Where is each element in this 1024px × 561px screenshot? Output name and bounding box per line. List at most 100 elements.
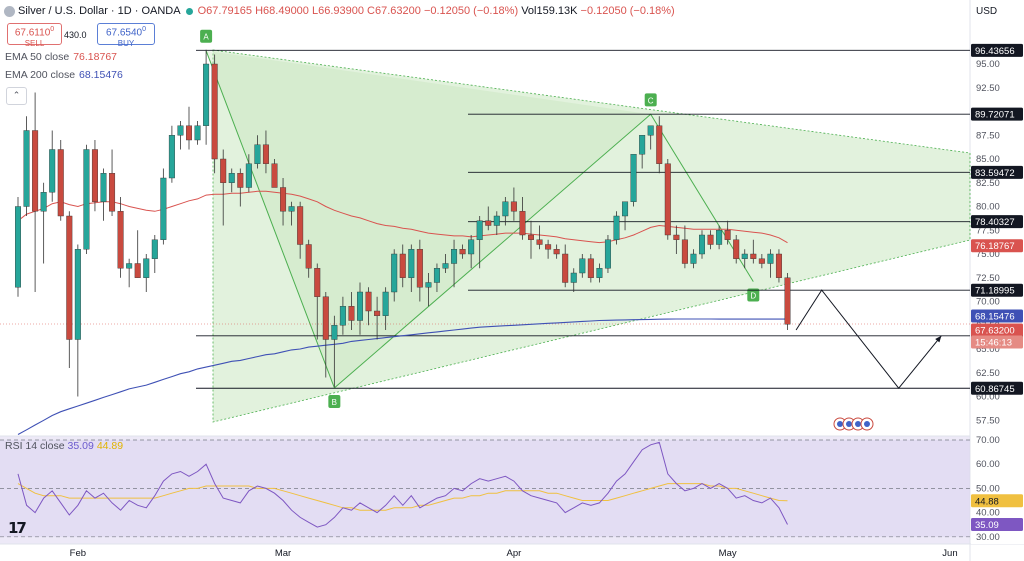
- candle-body-43[interactable]: [382, 291, 389, 316]
- candle-body-67[interactable]: [587, 258, 594, 278]
- candle-body-3[interactable]: [40, 192, 47, 212]
- candle-body-36[interactable]: [322, 296, 329, 340]
- candle-body-71[interactable]: [622, 201, 629, 217]
- candle-body-23[interactable]: [211, 63, 218, 160]
- candle-body-76[interactable]: [664, 163, 671, 236]
- level-label-0-bg[interactable]: [971, 43, 1023, 57]
- candle-body-79[interactable]: [690, 253, 697, 264]
- candle-body-9[interactable]: [91, 149, 98, 202]
- candle-body-57[interactable]: [502, 201, 509, 217]
- candle-body-35[interactable]: [314, 268, 321, 297]
- candle-body-56[interactable]: [493, 215, 500, 226]
- candle-body-6[interactable]: [66, 215, 73, 340]
- candle-body-54[interactable]: [476, 220, 483, 240]
- candle-body-45[interactable]: [399, 253, 406, 278]
- candle-body-27[interactable]: [245, 163, 252, 188]
- candle-body-65[interactable]: [570, 272, 577, 283]
- candle-body-13[interactable]: [126, 263, 133, 269]
- candle-body-30[interactable]: [271, 163, 278, 188]
- sell-button[interactable]: 67.61100 SELL: [7, 23, 62, 48]
- candle-body-0[interactable]: [14, 206, 21, 288]
- candle-body-73[interactable]: [639, 135, 646, 155]
- candle-body-19[interactable]: [177, 125, 184, 136]
- candle-body-59[interactable]: [519, 211, 526, 236]
- candle-body-21[interactable]: [194, 125, 201, 141]
- candle-body-83[interactable]: [724, 230, 731, 240]
- rsi-legend[interactable]: RSI 14 close 35.09 44.89: [5, 440, 124, 452]
- candle-body-47[interactable]: [416, 249, 423, 288]
- candle-body-28[interactable]: [254, 144, 261, 164]
- candle-body-64[interactable]: [562, 253, 569, 283]
- horizontal-levels[interactable]: [0, 49, 970, 389]
- candle-body-84[interactable]: [733, 239, 740, 259]
- candle-body-58[interactable]: [510, 201, 517, 212]
- candle-body-48[interactable]: [425, 282, 432, 288]
- candle-body-85[interactable]: [741, 253, 748, 259]
- candle-body-37[interactable]: [331, 325, 338, 340]
- candle-body-39[interactable]: [348, 306, 355, 321]
- pattern-point-box-c[interactable]: [644, 93, 657, 107]
- candle-body-66[interactable]: [579, 258, 586, 274]
- time-axis[interactable]: Feb Mar Apr May Jun: [70, 548, 958, 559]
- current-price-label-bg[interactable]: [971, 323, 1023, 337]
- candle-body-75[interactable]: [656, 125, 663, 164]
- candle-body-40[interactable]: [357, 291, 364, 321]
- price-projection[interactable]: [795, 289, 942, 390]
- candle-body-38[interactable]: [339, 306, 346, 326]
- candle-body-52[interactable]: [459, 249, 466, 255]
- candle-body-31[interactable]: [280, 187, 287, 212]
- candlesticks[interactable]: [14, 49, 791, 397]
- ema200-legend[interactable]: EMA 200 close 68.15476: [5, 69, 123, 81]
- level-label-6-bg[interactable]: [971, 381, 1023, 395]
- candle-body-26[interactable]: [237, 173, 244, 188]
- candle-body-4[interactable]: [49, 149, 56, 193]
- level-label-2-bg[interactable]: [971, 165, 1023, 179]
- ema50-legend[interactable]: EMA 50 close 76.18767: [5, 51, 117, 63]
- candle-body-78[interactable]: [681, 239, 688, 264]
- candle-body-60[interactable]: [528, 234, 535, 240]
- buy-button[interactable]: 67.65400 BUY: [97, 23, 155, 48]
- candle-body-44[interactable]: [391, 253, 398, 293]
- candle-body-25[interactable]: [228, 173, 235, 183]
- candle-body-89[interactable]: [775, 253, 782, 278]
- candle-body-33[interactable]: [297, 206, 304, 245]
- candle-body-81[interactable]: [707, 234, 714, 245]
- candle-body-82[interactable]: [716, 230, 723, 245]
- candle-body-50[interactable]: [442, 263, 449, 269]
- candle-body-8[interactable]: [83, 149, 90, 250]
- candle-body-15[interactable]: [143, 258, 150, 278]
- candle-body-74[interactable]: [647, 125, 654, 136]
- candle-body-62[interactable]: [545, 244, 552, 250]
- candle-body-51[interactable]: [451, 249, 458, 264]
- candle-body-24[interactable]: [220, 158, 227, 183]
- candle-body-17[interactable]: [160, 177, 167, 240]
- candle-body-7[interactable]: [74, 249, 81, 340]
- candle-body-5[interactable]: [57, 149, 64, 217]
- ema200-axis-label-bg[interactable]: [971, 309, 1023, 323]
- candle-body-55[interactable]: [485, 220, 492, 226]
- candle-body-18[interactable]: [168, 135, 175, 179]
- candle-body-14[interactable]: [134, 263, 141, 278]
- candle-body-68[interactable]: [596, 268, 603, 278]
- candle-body-88[interactable]: [767, 253, 774, 264]
- countdown-label-bg[interactable]: [971, 335, 1023, 349]
- candle-body-16[interactable]: [151, 239, 158, 259]
- candle-body-41[interactable]: [365, 291, 372, 312]
- pattern-point-box-a[interactable]: [200, 29, 213, 43]
- candle-body-29[interactable]: [262, 144, 269, 164]
- candle-body-70[interactable]: [613, 215, 620, 240]
- candle-body-87[interactable]: [758, 258, 765, 264]
- candle-body-46[interactable]: [408, 249, 415, 278]
- level-label-3-bg[interactable]: [971, 215, 1023, 229]
- harmonic-pattern[interactable]: A B C D: [200, 29, 971, 423]
- collapse-legend-button[interactable]: ⌃: [6, 87, 27, 105]
- candle-body-77[interactable]: [673, 234, 680, 240]
- candle-body-32[interactable]: [288, 206, 295, 212]
- economic-events[interactable]: [833, 417, 874, 431]
- rsi-ma-axis-label-bg[interactable]: [971, 494, 1023, 508]
- pattern-point-box-d[interactable]: [747, 288, 760, 302]
- rsi-pane[interactable]: [0, 439, 970, 538]
- candle-body-22[interactable]: [203, 63, 210, 126]
- candle-body-2[interactable]: [32, 130, 39, 212]
